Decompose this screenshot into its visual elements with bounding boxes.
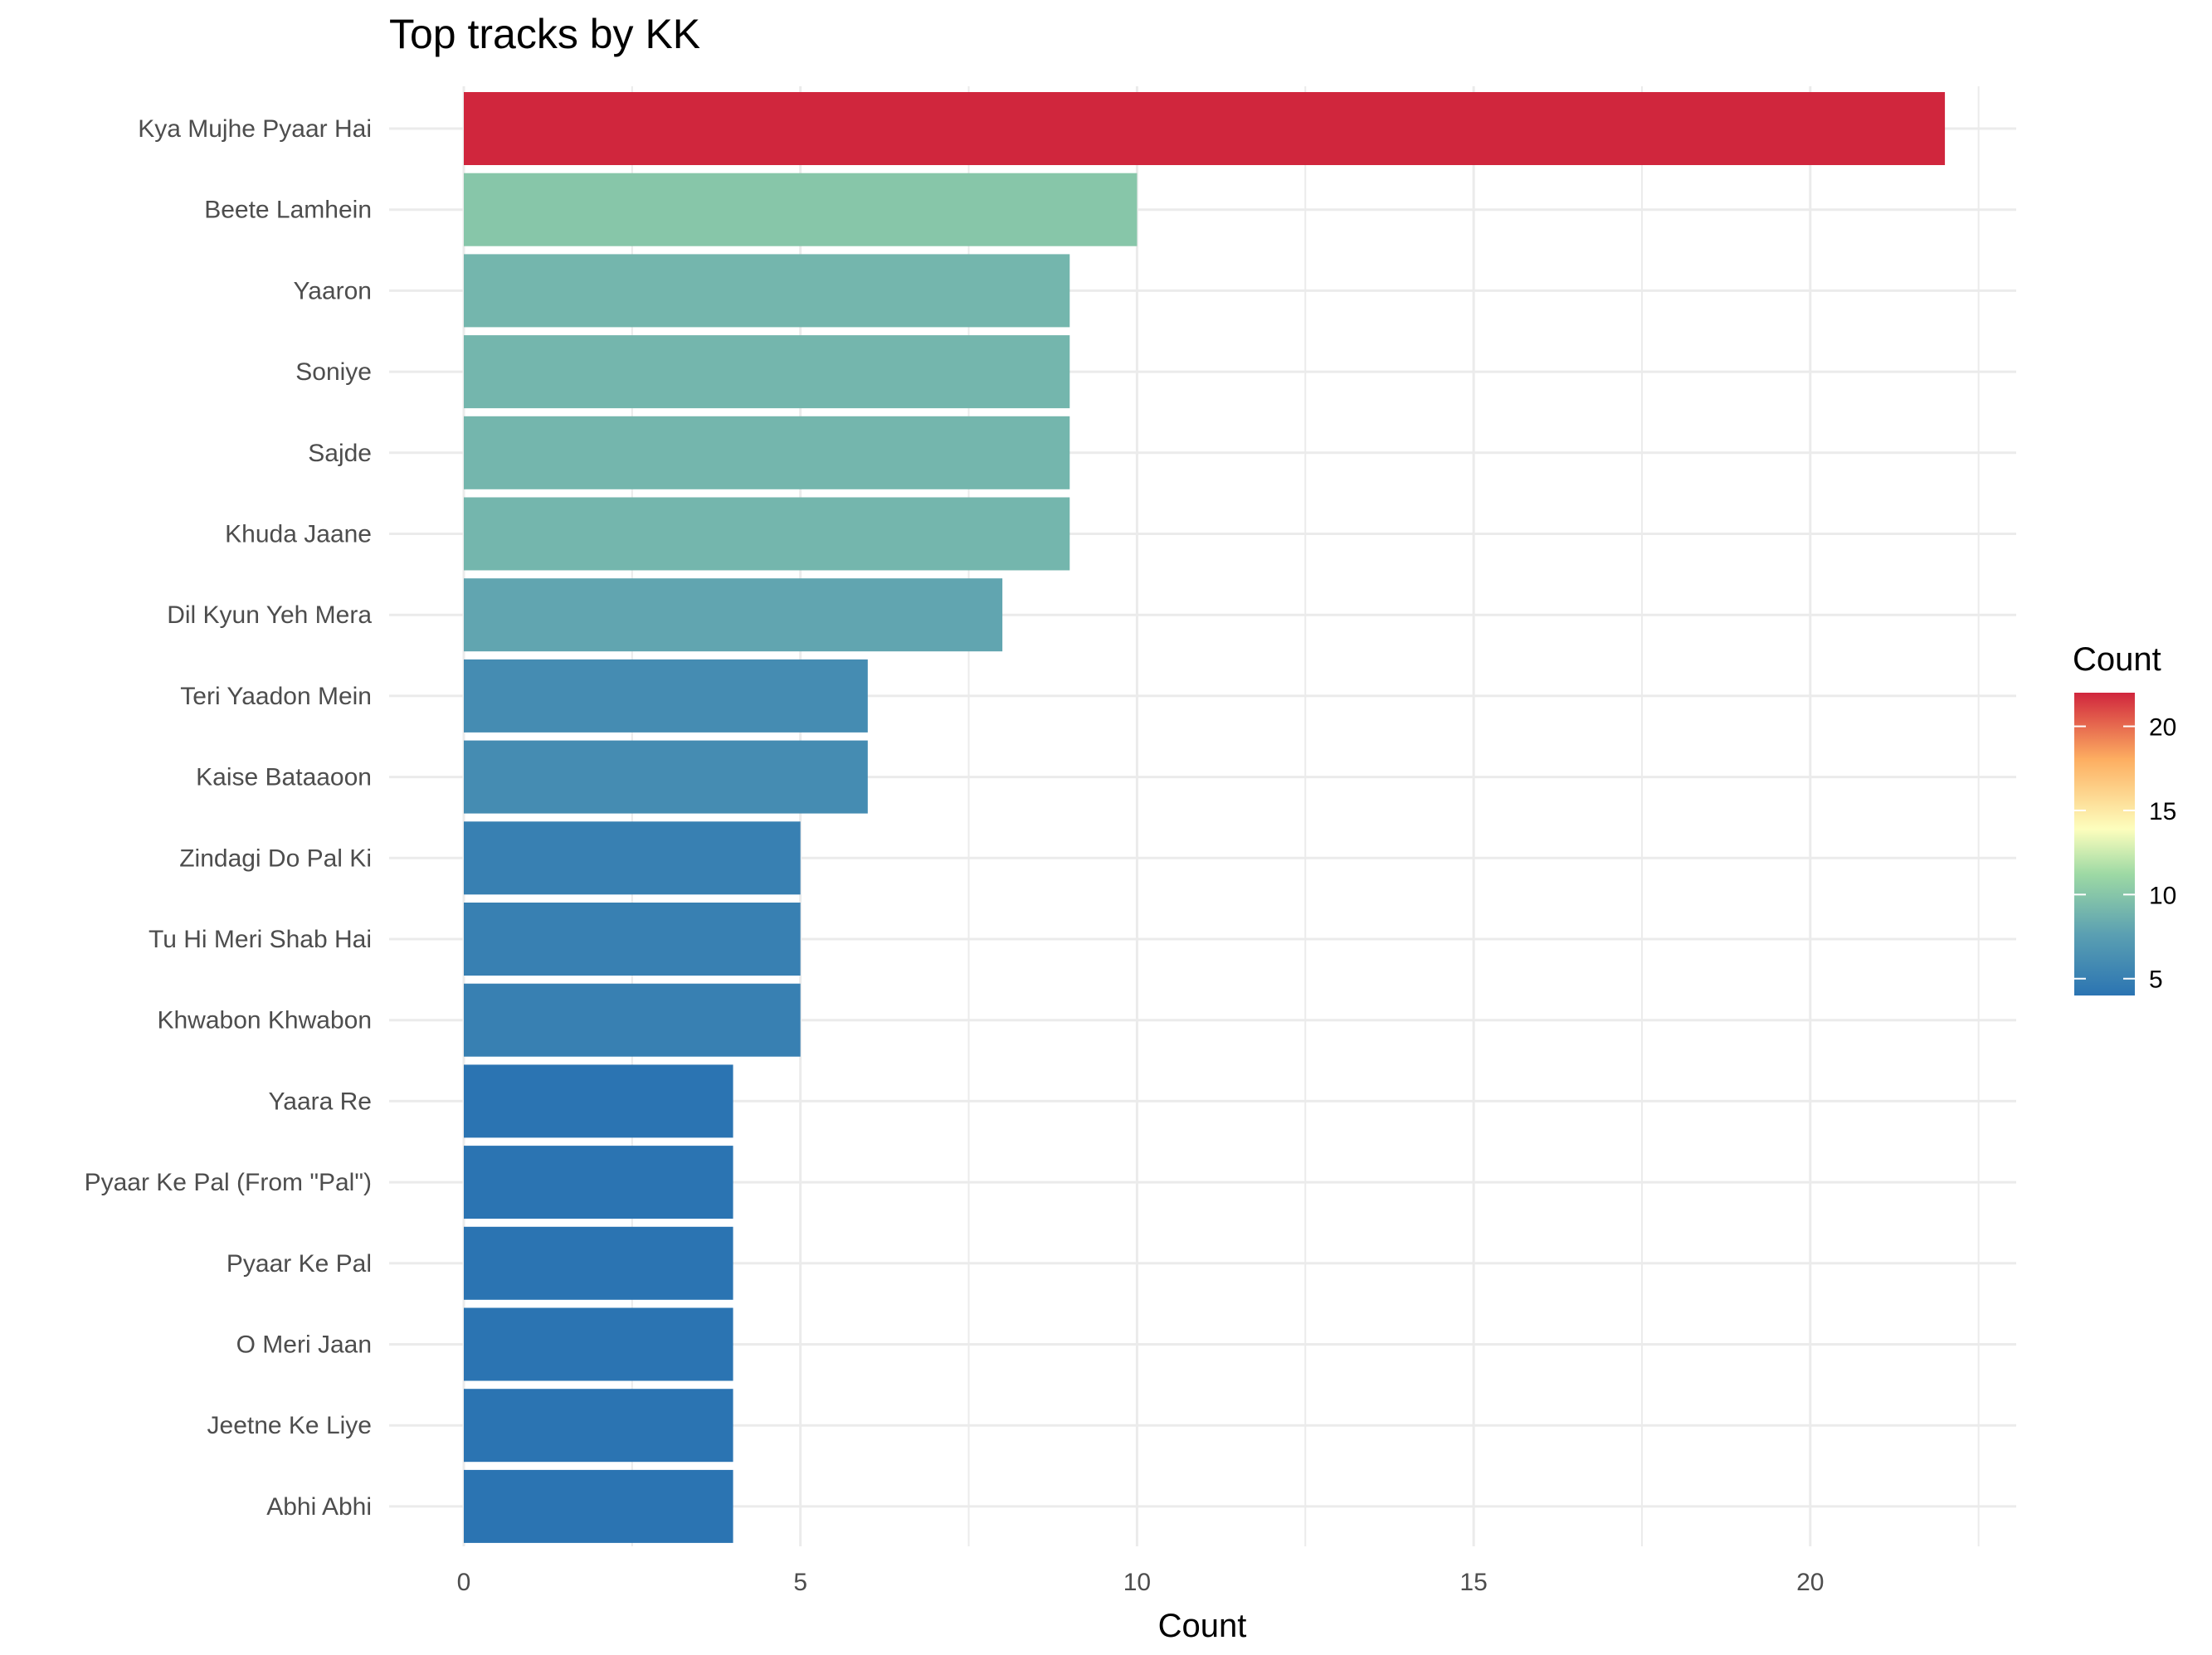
bars: [464, 92, 1946, 1543]
bar: [464, 1307, 733, 1381]
y-tick-label: Pyaar Ke Pal (From "Pal"): [85, 1169, 372, 1196]
bar: [464, 903, 801, 976]
y-tick-label: Jeetne Ke Liye: [207, 1412, 372, 1439]
chart-title: Top tracks by KK: [389, 11, 700, 57]
legend-tick-label: 15: [2149, 798, 2176, 825]
x-tick-label: 15: [1459, 1569, 1487, 1596]
bar: [464, 1146, 733, 1219]
bar: [464, 578, 1003, 652]
y-tick-label: Kaise Bataaoon: [196, 764, 372, 791]
legend-tick-label: 10: [2149, 882, 2176, 909]
bar: [464, 983, 801, 1057]
legend-tick-label: 20: [2149, 714, 2176, 742]
y-tick-label: Khuda Jaane: [225, 521, 372, 548]
y-tick-label: Khwabon Khwabon: [157, 1007, 372, 1034]
bar: [464, 92, 1946, 165]
legend-colorbar: [2074, 693, 2135, 995]
y-tick-label: Kya Mujhe Pyaar Hai: [138, 115, 372, 143]
x-tick-label: 5: [793, 1569, 807, 1596]
x-axis-tick-labels: 0 5 10 15 20: [457, 1569, 1825, 1596]
y-tick-label: O Meri Jaan: [236, 1331, 372, 1359]
color-legend: Count 5 10 15 20: [2073, 641, 2176, 995]
y-tick-label: Pyaar Ke Pal: [227, 1250, 372, 1278]
y-tick-label: Abhi Abhi: [266, 1493, 372, 1521]
legend-title: Count: [2073, 641, 2161, 678]
y-tick-label: Sajde: [308, 440, 372, 467]
bar: [464, 173, 1138, 246]
y-tick-label: Dil Kyun Yeh Mera: [167, 601, 372, 629]
bar: [464, 416, 1070, 489]
y-tick-label: Yaara Re: [268, 1088, 372, 1115]
y-tick-label: Beete Lamhein: [204, 197, 372, 224]
bar: [464, 254, 1070, 328]
bar: [464, 1064, 733, 1138]
x-tick-label: 10: [1123, 1569, 1151, 1596]
y-tick-label: Teri Yaadon Mein: [180, 683, 372, 710]
legend-ticks: 5 10 15 20: [2074, 714, 2176, 994]
y-tick-label: Tu Hi Meri Shab Hai: [149, 926, 372, 953]
bar: [464, 335, 1070, 409]
bar: [464, 740, 868, 814]
bar: [464, 659, 868, 733]
legend-tick-label: 5: [2149, 966, 2163, 994]
x-axis-title: Count: [1158, 1608, 1247, 1644]
y-tick-label: Zindagi Do Pal Ki: [179, 845, 372, 872]
bar: [464, 497, 1070, 571]
bar: [464, 1226, 733, 1300]
bar: [464, 1469, 733, 1543]
bar: [464, 1389, 733, 1463]
y-tick-label: Soniye: [295, 358, 372, 386]
bar: [464, 821, 801, 895]
x-tick-label: 0: [457, 1569, 471, 1596]
y-axis-tick-labels: Kya Mujhe Pyaar Hai Beete Lamhein Yaaron So…: [85, 115, 373, 1521]
x-tick-label: 20: [1796, 1569, 1824, 1596]
y-tick-label: Yaaron: [293, 277, 372, 304]
